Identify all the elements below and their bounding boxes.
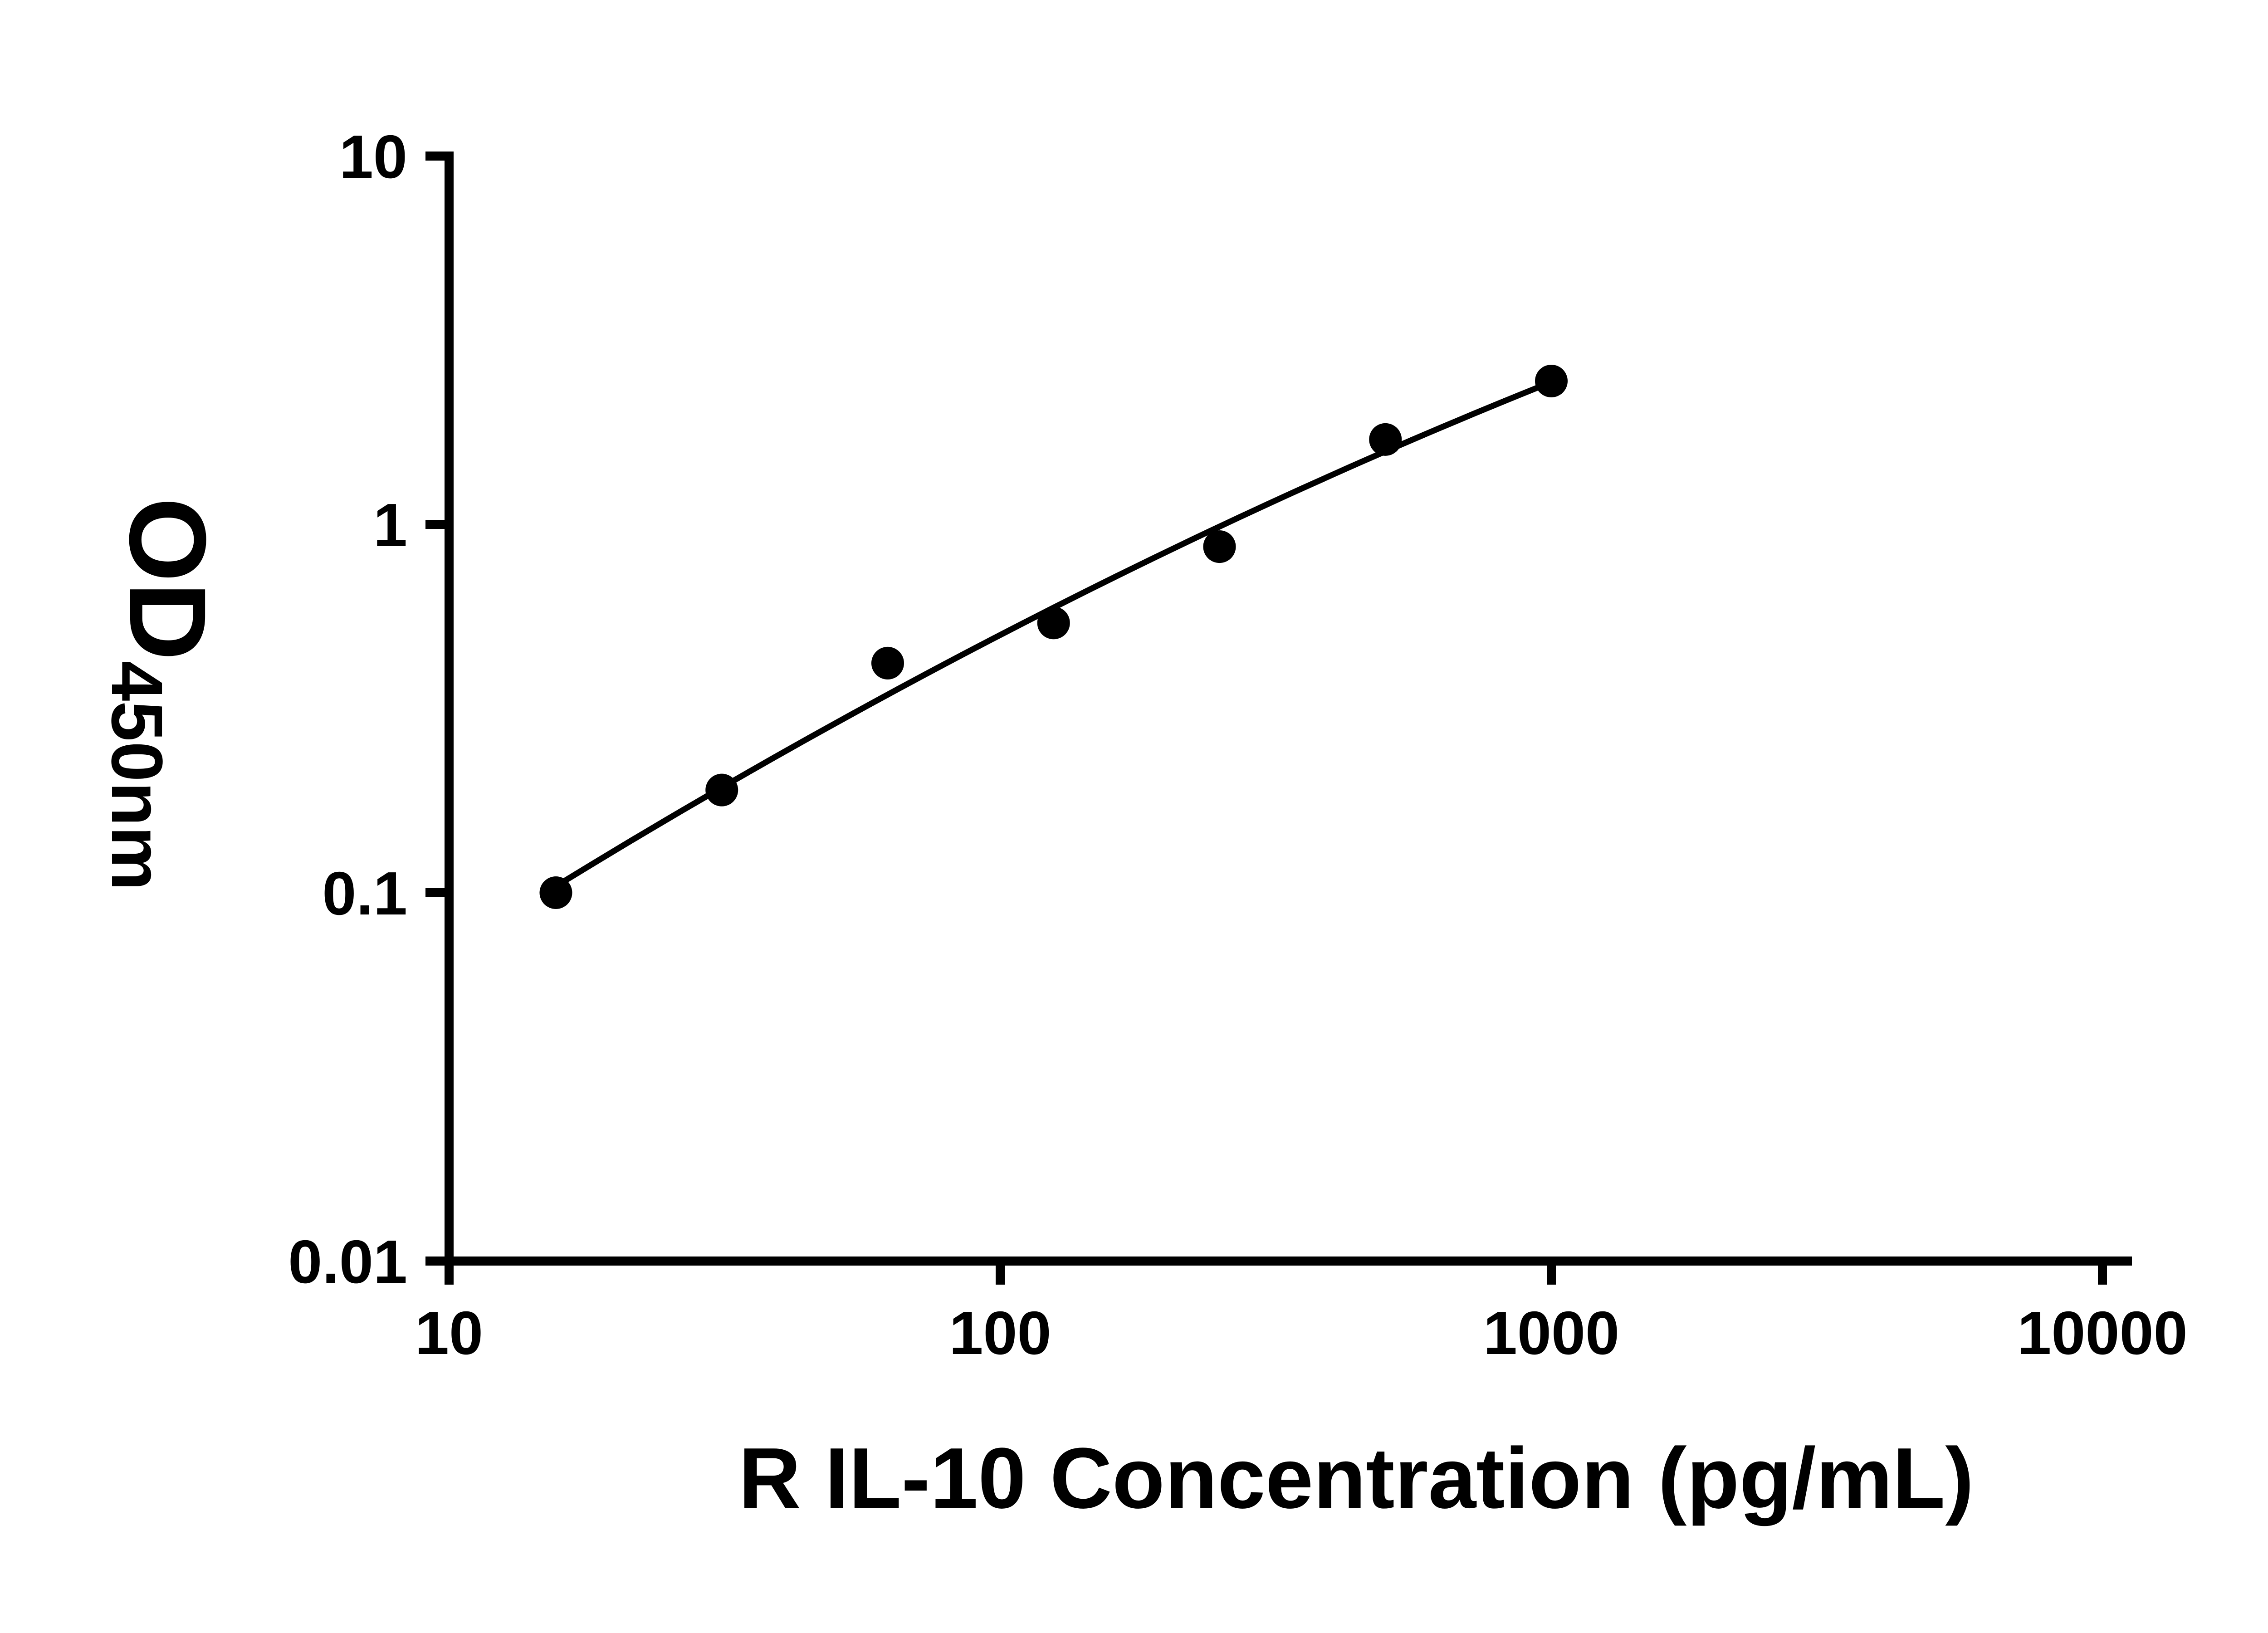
data-point	[539, 876, 572, 909]
y-axis-title: OD450nm	[97, 498, 229, 891]
y-axis-title-subscript: 450nm	[97, 660, 178, 891]
data-point	[1369, 423, 1402, 456]
x-tick-label: 10000	[2017, 1299, 2187, 1367]
x-tick-label: 10	[415, 1299, 483, 1367]
data-point	[1535, 364, 1568, 397]
data-point	[705, 773, 738, 807]
x-tick-label: 100	[949, 1299, 1051, 1367]
x-tick-label: 1000	[1483, 1299, 1619, 1367]
y-tick-label: 1	[373, 491, 407, 559]
y-tick-label: 0.1	[322, 859, 407, 928]
y-tick-label: 10	[339, 122, 407, 191]
y-axis-title-main: OD	[107, 497, 229, 661]
y-tick-label: 0.01	[288, 1227, 407, 1296]
data-point	[1203, 530, 1236, 563]
data-point	[871, 646, 904, 680]
x-axis-title: R IL-10 Concentration (pg/mL)	[738, 1430, 1974, 1526]
data-point	[1037, 606, 1070, 640]
